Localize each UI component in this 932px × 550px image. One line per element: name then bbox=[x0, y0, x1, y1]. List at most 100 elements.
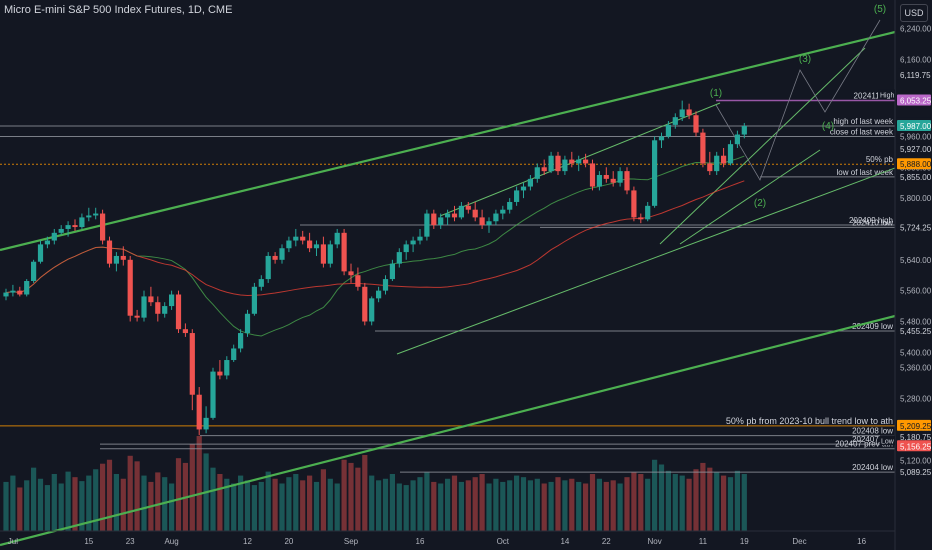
volume-bar bbox=[438, 483, 444, 531]
time-axis[interactable]: Jul 15 23 Aug 12 20 Sep 16 Oct 14 22 Nov 11 19 Dec 16 bbox=[8, 537, 867, 546]
price-label-box bbox=[897, 143, 931, 155]
price-label-box bbox=[897, 440, 931, 452]
price-label-box bbox=[897, 170, 931, 182]
time-tick-label: 20 bbox=[284, 537, 293, 546]
volume-bar bbox=[520, 477, 527, 531]
price-tick-label: 5,480.00 bbox=[900, 317, 932, 326]
candle-body bbox=[307, 240, 313, 249]
volume-bar bbox=[169, 483, 175, 531]
price-label-text: 5,089.25 bbox=[900, 468, 932, 477]
candle-body bbox=[224, 360, 230, 376]
price-label-box bbox=[897, 120, 931, 132]
level-label: low of last week bbox=[837, 168, 894, 177]
price-label-text: 5,927.00 bbox=[900, 145, 932, 154]
candle-body bbox=[534, 167, 540, 179]
trend-line bbox=[0, 314, 896, 547]
candle-body bbox=[451, 213, 458, 218]
candle-body bbox=[465, 205, 471, 210]
candle-body bbox=[679, 109, 685, 118]
volume-bar bbox=[65, 471, 71, 531]
volume-bar bbox=[196, 436, 202, 531]
time-tick-label: Nov bbox=[647, 537, 661, 546]
price-axis[interactable]: 5,120.005,200.005,280.005,360.005,400.00… bbox=[878, 25, 932, 478]
level-label: 50% pb from 2023-10 bull trend low to at… bbox=[726, 416, 893, 426]
trend-line bbox=[659, 47, 866, 245]
price-tick-label: 5,360.00 bbox=[900, 364, 932, 373]
volume-bar bbox=[79, 481, 85, 531]
time-tick-label: Dec bbox=[792, 537, 806, 546]
currency-button[interactable]: USD bbox=[900, 4, 928, 22]
candle-body bbox=[486, 221, 492, 226]
high-tag-box bbox=[878, 89, 895, 100]
candle-body bbox=[727, 144, 734, 164]
time-tick-label: Aug bbox=[164, 537, 178, 546]
volume-bar bbox=[251, 485, 257, 531]
candle-body bbox=[79, 217, 85, 228]
volume-bar bbox=[534, 478, 540, 531]
volume-bar bbox=[596, 478, 602, 531]
candle-body bbox=[665, 124, 671, 137]
candle-body bbox=[610, 178, 616, 183]
volume-bar bbox=[631, 472, 637, 531]
candle-body bbox=[313, 244, 320, 249]
time-tick-label: 16 bbox=[857, 537, 866, 546]
candle-body bbox=[658, 136, 665, 141]
candle-body bbox=[355, 275, 361, 287]
volume-bar bbox=[638, 474, 644, 531]
candle-body bbox=[300, 236, 306, 241]
candle-body bbox=[514, 190, 520, 202]
candle-body bbox=[541, 167, 547, 172]
volume-bar bbox=[679, 475, 685, 531]
candle-body bbox=[596, 174, 602, 187]
candle-body bbox=[155, 302, 161, 314]
volume-bar bbox=[672, 474, 678, 531]
volume-bar bbox=[555, 477, 561, 531]
volume-bar bbox=[327, 478, 333, 531]
price-label-box bbox=[897, 158, 931, 170]
annotations: (1) (2) (3) (4) (5) bbox=[710, 4, 886, 209]
volume-bar bbox=[458, 481, 464, 531]
volume-bar bbox=[58, 483, 64, 531]
volume-bar bbox=[355, 467, 361, 531]
level-label: 202409 low bbox=[852, 322, 893, 331]
price-label-text: 6,053.25 bbox=[900, 96, 932, 105]
candle-body bbox=[438, 217, 444, 226]
volume-bar bbox=[265, 471, 271, 531]
volume-bar bbox=[313, 481, 320, 531]
candle-body bbox=[576, 159, 582, 164]
volume-bar bbox=[3, 481, 9, 531]
candle-body bbox=[562, 159, 568, 172]
candle-body bbox=[10, 290, 16, 293]
candle-body bbox=[631, 190, 637, 218]
candle-body bbox=[431, 213, 437, 226]
candle-body bbox=[493, 213, 499, 222]
candle-body bbox=[645, 205, 651, 220]
candle-body bbox=[44, 240, 50, 245]
level-label: 202409 high bbox=[849, 216, 893, 225]
candle-body bbox=[445, 213, 451, 218]
candle-body bbox=[624, 171, 630, 191]
volume-bar bbox=[603, 481, 609, 531]
volume-bar bbox=[403, 485, 409, 531]
volume-bar bbox=[210, 467, 216, 531]
candle-body bbox=[169, 294, 175, 307]
price-label-text: 5,455.25 bbox=[900, 327, 932, 336]
volume-bar bbox=[583, 483, 589, 531]
volume-bar bbox=[286, 477, 292, 531]
candle-body bbox=[396, 252, 402, 264]
volume-bar bbox=[10, 475, 16, 531]
price-label-box bbox=[897, 221, 931, 233]
candle-body bbox=[348, 271, 354, 276]
time-tick-label: 16 bbox=[416, 537, 425, 546]
level-label: 202408 low bbox=[852, 427, 893, 436]
volume-bar bbox=[300, 480, 306, 531]
volume-bar bbox=[44, 485, 50, 531]
volume-bar bbox=[727, 477, 734, 531]
volume-bar bbox=[175, 458, 182, 531]
volume-bar bbox=[376, 480, 382, 531]
candle-body bbox=[106, 240, 113, 264]
volume-bar bbox=[155, 472, 161, 531]
volume-bar bbox=[17, 487, 23, 531]
